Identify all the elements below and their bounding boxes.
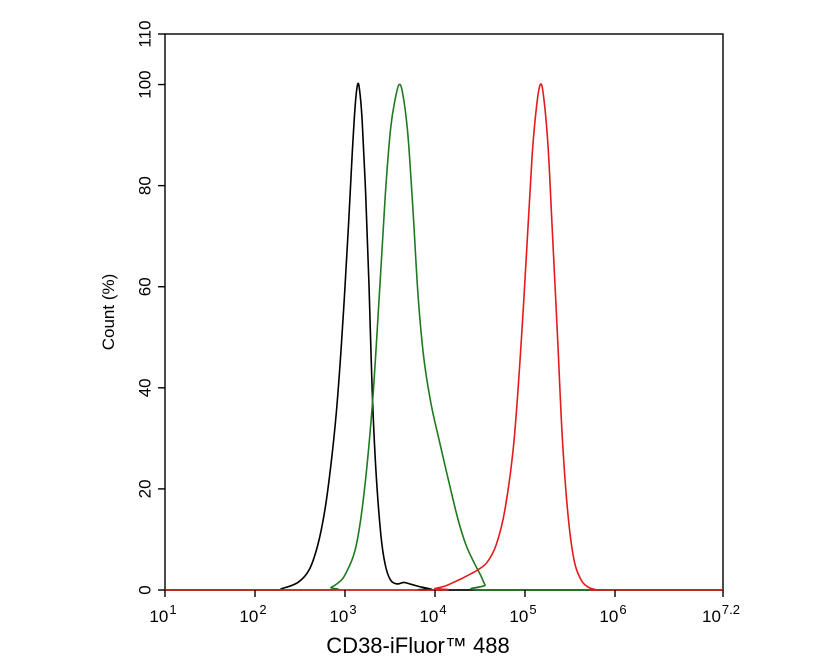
x-tick-base: 10 <box>599 607 618 626</box>
x-tick-exponent: 5 <box>529 602 536 617</box>
x-tick-label: 106 <box>599 602 626 626</box>
y-tick-label: 0 <box>136 585 155 594</box>
x-tick-exponent: 3 <box>349 602 356 617</box>
y-tick-label: 20 <box>136 479 155 498</box>
x-tick-base: 10 <box>239 607 258 626</box>
x-tick-exponent: 2 <box>259 602 266 617</box>
x-tick-label: 107.2 <box>702 602 740 626</box>
histogram-curve-3 <box>165 83 723 591</box>
y-tick-label: 40 <box>136 378 155 397</box>
y-axis-title: Count (%) <box>99 274 118 351</box>
x-tick-base: 10 <box>329 607 348 626</box>
x-tick-exponent: 7.2 <box>722 602 740 617</box>
histogram-curve-2 <box>165 83 723 591</box>
y-tick-label: 110 <box>136 20 155 47</box>
y-tick-label: 100 <box>136 70 155 98</box>
x-tick-label: 104 <box>419 602 446 626</box>
x-tick-label: 102 <box>239 602 266 626</box>
plot-frame <box>164 33 724 591</box>
x-tick-exponent: 6 <box>619 602 626 617</box>
x-tick-base: 10 <box>419 607 438 626</box>
y-axis-ticks: 0 20 40 60 80 100 110 <box>136 20 165 595</box>
y-tick-label: 60 <box>136 277 155 296</box>
histogram-curves <box>165 82 723 591</box>
x-tick-exponent: 1 <box>169 602 176 617</box>
x-axis-title: CD38-iFluor™ 488 <box>326 633 509 658</box>
x-tick-label: 101 <box>149 602 176 626</box>
x-tick-base: 10 <box>149 607 168 626</box>
x-tick-label: 105 <box>509 602 536 626</box>
x-tick-exponent: 4 <box>439 602 446 617</box>
x-tick-label: 103 <box>329 602 356 626</box>
x-tick-base: 10 <box>702 607 721 626</box>
histogram-curve-1 <box>165 82 723 591</box>
x-tick-base: 10 <box>509 607 528 626</box>
x-axis-ticks: 101 102 103 104 105 106 107.2 <box>149 590 740 626</box>
y-tick-label: 80 <box>136 176 155 195</box>
